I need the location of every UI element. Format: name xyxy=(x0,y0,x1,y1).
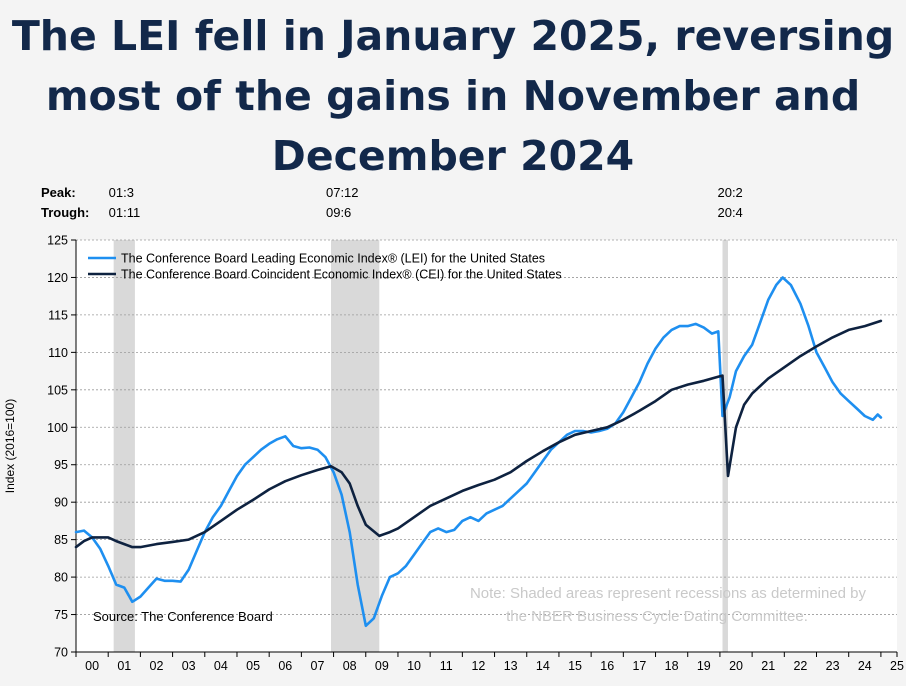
x-tick-label: 17 xyxy=(632,659,646,673)
x-tick-label: 16 xyxy=(600,659,614,673)
y-tick-label: 90 xyxy=(54,496,68,510)
chart-title: The LEI fell in January 2025, reversing … xyxy=(0,6,906,186)
source-note: Source: The Conference Board xyxy=(93,609,273,624)
plot-area xyxy=(76,240,897,652)
recession-trough-date: 09:6 xyxy=(326,205,351,220)
x-tick-label: 18 xyxy=(665,659,679,673)
y-tick-label: 75 xyxy=(54,608,68,622)
x-tick-label: 14 xyxy=(536,659,550,673)
cei-series-line xyxy=(74,319,883,549)
legend-label-cei: The Conference Board Coincident Economic… xyxy=(121,268,562,282)
x-tick-label: 08 xyxy=(343,659,357,673)
y-tick-label: 70 xyxy=(54,646,68,660)
x-tick-label: 03 xyxy=(182,659,196,673)
recession-band xyxy=(330,240,380,652)
x-tick-label: 11 xyxy=(440,659,453,673)
recession-peak-date: 20:2 xyxy=(717,185,742,200)
recession-trough-date: 20:4 xyxy=(717,205,742,220)
x-tick-label: 22 xyxy=(793,659,807,673)
x-tick-label: 02 xyxy=(150,659,164,673)
recession-note-line-2: the NBER Business Cycle Dating Committee… xyxy=(506,608,808,625)
x-tick-label: 25 xyxy=(890,659,904,673)
y-tick-label: 80 xyxy=(54,571,68,585)
y-axis-label: Index (2016=100) xyxy=(3,399,17,493)
chart-title-line-2: most of the gains in November and xyxy=(45,72,861,120)
x-tick-label: 07 xyxy=(311,659,325,673)
y-tick-label: 100 xyxy=(47,421,68,435)
x-tick-label: 15 xyxy=(568,659,582,673)
x-tick-label: 13 xyxy=(504,659,518,673)
x-tick-label: 09 xyxy=(375,659,389,673)
lei-series-line xyxy=(74,276,883,628)
y-tick-label: 120 xyxy=(47,271,68,285)
chart-title-line-1: The LEI fell in January 2025, reversing xyxy=(11,12,895,60)
y-tick-label: 95 xyxy=(54,458,68,472)
x-tick-label: 00 xyxy=(85,659,99,673)
y-tick-label: 125 xyxy=(47,234,68,248)
y-tick-label: 110 xyxy=(48,346,68,360)
x-tick-label: 20 xyxy=(729,659,743,673)
recession-trough-date: 01:11 xyxy=(109,205,141,220)
x-tick-label: 19 xyxy=(697,659,711,673)
y-tick-label: 115 xyxy=(48,308,68,322)
chart-title-line-3: December 2024 xyxy=(271,132,635,180)
x-tick-label: 21 xyxy=(761,659,775,673)
x-tick-label: 05 xyxy=(246,659,260,673)
peak-label: Peak: xyxy=(41,185,76,200)
x-tick-label: 12 xyxy=(471,659,485,673)
legend-label-lei: The Conference Board Leading Economic In… xyxy=(121,252,545,266)
x-tick-label: 24 xyxy=(858,659,872,673)
x-tick-label: 04 xyxy=(214,659,228,673)
y-tick-label: 105 xyxy=(47,383,68,397)
x-tick-label: 23 xyxy=(826,659,840,673)
trough-label: Trough: xyxy=(41,205,89,220)
x-tick-label: 01 xyxy=(117,659,131,673)
x-tick-label: 06 xyxy=(278,659,292,673)
recession-note-line-1: Note: Shaded areas represent recessions … xyxy=(470,585,867,602)
recession-peak-date: 01:3 xyxy=(109,185,134,200)
y-tick-label: 85 xyxy=(54,533,68,547)
recession-band xyxy=(113,240,135,652)
x-tick-label: 10 xyxy=(407,659,421,673)
recession-peak-date: 07:12 xyxy=(326,185,359,200)
